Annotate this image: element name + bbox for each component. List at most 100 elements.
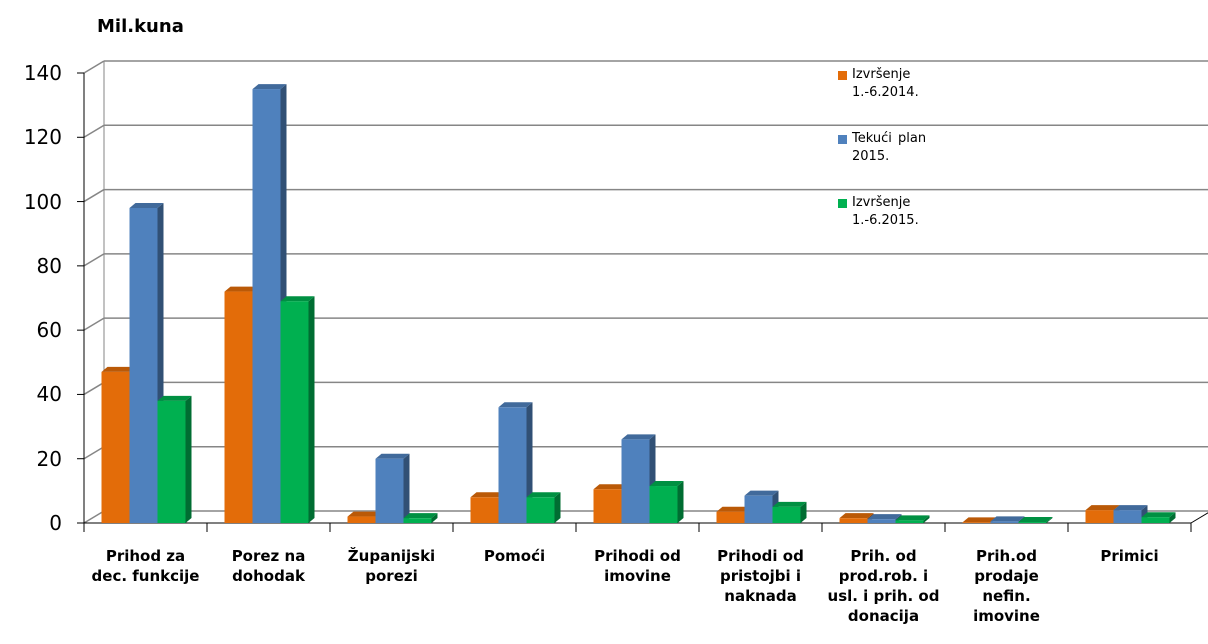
bar-top <box>498 402 533 408</box>
y-tick-label: 80 <box>36 253 62 278</box>
y-tick-label: 40 <box>36 382 62 407</box>
legend-item: Izvršenje 1.-6.2014. <box>838 66 998 102</box>
bar-top <box>1141 512 1176 518</box>
bar-top <box>772 501 807 507</box>
bar <box>375 453 410 523</box>
category-label: Pomoći <box>483 547 546 565</box>
bar-front <box>962 522 991 523</box>
bar <box>403 513 438 523</box>
bar-top <box>101 366 136 372</box>
bar <box>649 481 684 523</box>
bar-top <box>129 203 164 208</box>
category-label: Prih. od prod.rob. i usl. i prih. od don… <box>827 547 940 625</box>
bar-front <box>470 497 499 523</box>
gridline-depth <box>83 446 105 460</box>
bar-top <box>744 490 779 496</box>
bar-front <box>224 291 253 523</box>
bars <box>101 84 1176 524</box>
y-tick-label: 60 <box>36 318 62 343</box>
bar-side <box>526 402 533 523</box>
category-label: Primici <box>1100 547 1159 565</box>
bar-front <box>716 511 745 523</box>
bar-top <box>470 492 505 498</box>
bar-top <box>895 515 930 521</box>
gridline-depth <box>83 188 105 203</box>
gridline-depth <box>83 124 105 138</box>
bar-front <box>744 495 773 523</box>
bar-side <box>677 481 684 523</box>
bar-top <box>990 516 1025 522</box>
bar-side <box>403 453 410 523</box>
bar <box>526 492 561 523</box>
bar-side <box>1169 512 1176 523</box>
bar-top <box>962 517 997 523</box>
bar-front <box>772 506 801 523</box>
bar-side <box>554 492 561 523</box>
category-label: Prih.od prodaje nefin. imovine <box>973 547 1040 625</box>
legend-swatch <box>838 71 847 80</box>
y-tick-label: 0 <box>49 511 62 535</box>
legend-swatch <box>838 135 847 144</box>
gridline-depth <box>83 253 105 267</box>
bar-front <box>157 400 186 523</box>
bar-side <box>800 501 807 523</box>
bar-top <box>1113 505 1148 511</box>
bar-top <box>347 511 382 517</box>
bar-front <box>347 516 376 523</box>
bar <box>498 402 533 523</box>
legend-label: Tekući plan 2015. <box>852 131 927 164</box>
bar-side <box>923 515 930 523</box>
y-tick-label: 100 <box>23 189 62 214</box>
bar-top <box>621 434 656 440</box>
legend: Izvršenje 1.-6.2014. Tekući plan 2015. I… <box>838 66 998 258</box>
bar-front <box>1141 517 1170 523</box>
bar-top <box>252 84 287 90</box>
bar-top <box>593 484 628 490</box>
bar-top <box>649 481 684 487</box>
bar-front <box>895 520 924 523</box>
bar-side <box>185 395 192 523</box>
y-tick-label: 20 <box>36 446 62 471</box>
y-tick-label: 120 <box>23 125 62 150</box>
category-label: Prihodi od imovine <box>594 547 681 585</box>
category-label: Prihodi od pristojbi i naknada <box>717 547 804 605</box>
bar-front <box>252 89 281 524</box>
bar-front <box>1018 522 1047 523</box>
bar <box>1018 517 1053 523</box>
legend-label: Izvršenje 1.-6.2015. <box>852 195 919 228</box>
bar-front <box>621 439 650 523</box>
bar-top <box>280 296 315 302</box>
bar <box>1141 512 1176 523</box>
bar-top <box>867 514 902 520</box>
gridline-depth <box>83 510 105 524</box>
bar-top <box>224 286 259 292</box>
bar-top <box>716 506 751 512</box>
category-label: Županijski porezi <box>347 547 436 585</box>
bar-front <box>498 407 527 523</box>
bar <box>895 515 930 523</box>
category-label: Prihod za dec. funkcije <box>91 547 200 585</box>
y-axis-unit-label: Mil.kuna <box>97 16 184 37</box>
bar-front <box>1113 510 1142 523</box>
bar-front <box>129 208 158 523</box>
bar-front <box>1085 510 1114 523</box>
bar-side <box>308 296 315 523</box>
bar-side <box>431 513 438 523</box>
bar-front <box>403 518 432 523</box>
bar-front <box>526 497 555 523</box>
bar <box>280 296 315 523</box>
bar-top <box>375 453 410 459</box>
gridline-depth <box>83 317 105 331</box>
bar-side <box>1046 517 1053 523</box>
bar-top <box>526 492 561 498</box>
bar-top <box>1018 517 1053 523</box>
bar-front <box>990 521 1019 523</box>
legend-swatch <box>838 199 847 208</box>
bar-front <box>649 486 678 523</box>
legend-label: Izvršenje 1.-6.2014. <box>852 67 919 100</box>
gridline-depth <box>83 381 105 396</box>
bar-front <box>839 518 868 523</box>
bar-top <box>403 513 438 519</box>
bar-top <box>1085 505 1120 511</box>
